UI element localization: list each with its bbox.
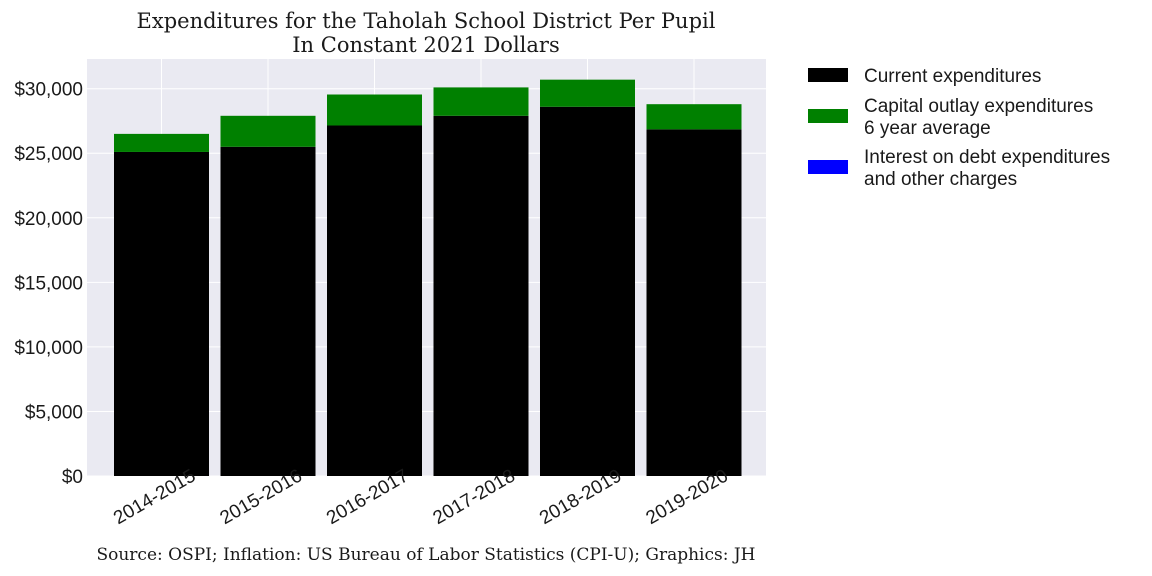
bar-series1-2019-2020 <box>646 129 742 476</box>
y-tick-label: $5,000 <box>25 402 83 423</box>
legend-label-series1: Current expenditures <box>864 66 1041 87</box>
legend-swatch-series3 <box>808 160 848 174</box>
legend-label-series3: Interest on debt expenditures <box>864 147 1110 168</box>
bar-series1-2017-2018 <box>433 115 529 476</box>
legend-label-series2: Capital outlay expenditures <box>864 96 1093 117</box>
bar-series1-2018-2019 <box>540 106 635 477</box>
y-tick-label: $10,000 <box>14 338 83 359</box>
bar-series2-2018-2019 <box>540 79 635 107</box>
bars <box>114 79 742 477</box>
legend-swatch-series2 <box>808 109 848 123</box>
bar-series2-2016-2017 <box>327 94 422 126</box>
bar-series1-2015-2016 <box>220 146 316 476</box>
y-tick-label: $15,000 <box>14 273 83 294</box>
bar-series1-2016-2017 <box>327 125 422 477</box>
chart-title-line-1: Expenditures for the Taholah School Dist… <box>137 9 716 33</box>
bar-series2-2019-2020 <box>646 104 742 130</box>
bar-series2-2014-2015 <box>114 133 209 152</box>
legend-swatch-series1 <box>808 68 848 82</box>
y-tick-label: $20,000 <box>14 209 83 230</box>
y-axis-ticks: $0 $5,000 $10,000 $15,000 $20,000 $25,000 $30,… <box>14 80 83 488</box>
source-note: Source: OSPI; Inflation: US Bureau of La… <box>96 545 755 565</box>
chart-title-line-2: In Constant 2021 Dollars <box>292 33 559 57</box>
legend-label-series3: and other charges <box>864 169 1017 190</box>
bar-series2-2015-2016 <box>220 115 316 147</box>
y-tick-label: $30,000 <box>14 80 83 101</box>
legend-label-series2: 6 year average <box>864 118 991 139</box>
bar-series1-2014-2015 <box>114 151 209 477</box>
legend: Current expenditures Capital outlay expen… <box>808 66 1110 190</box>
bar-series2-2017-2018 <box>433 87 529 116</box>
y-tick-label: $0 <box>62 467 83 488</box>
y-tick-label: $25,000 <box>14 144 83 165</box>
